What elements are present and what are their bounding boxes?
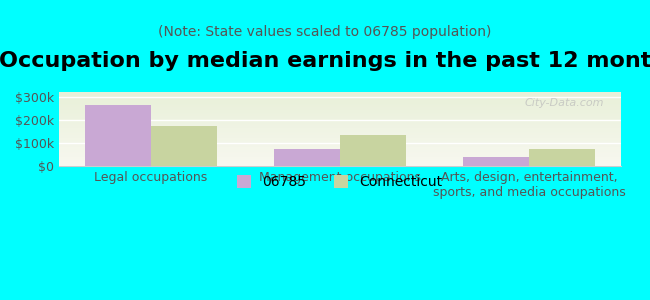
- Bar: [340, 135, 406, 166]
- Title: Occupation by median earnings in the past 12 months: Occupation by median earnings in the pas…: [0, 51, 650, 71]
- Bar: [529, 149, 595, 166]
- Bar: [84, 105, 151, 166]
- Bar: [274, 149, 340, 166]
- Legend: 06785, Connecticut: 06785, Connecticut: [232, 169, 448, 195]
- Text: City-Data.com: City-Data.com: [525, 98, 604, 108]
- Bar: [463, 157, 529, 166]
- Text: (Note: State values scaled to 06785 population): (Note: State values scaled to 06785 popu…: [159, 25, 491, 39]
- Bar: [151, 126, 217, 166]
